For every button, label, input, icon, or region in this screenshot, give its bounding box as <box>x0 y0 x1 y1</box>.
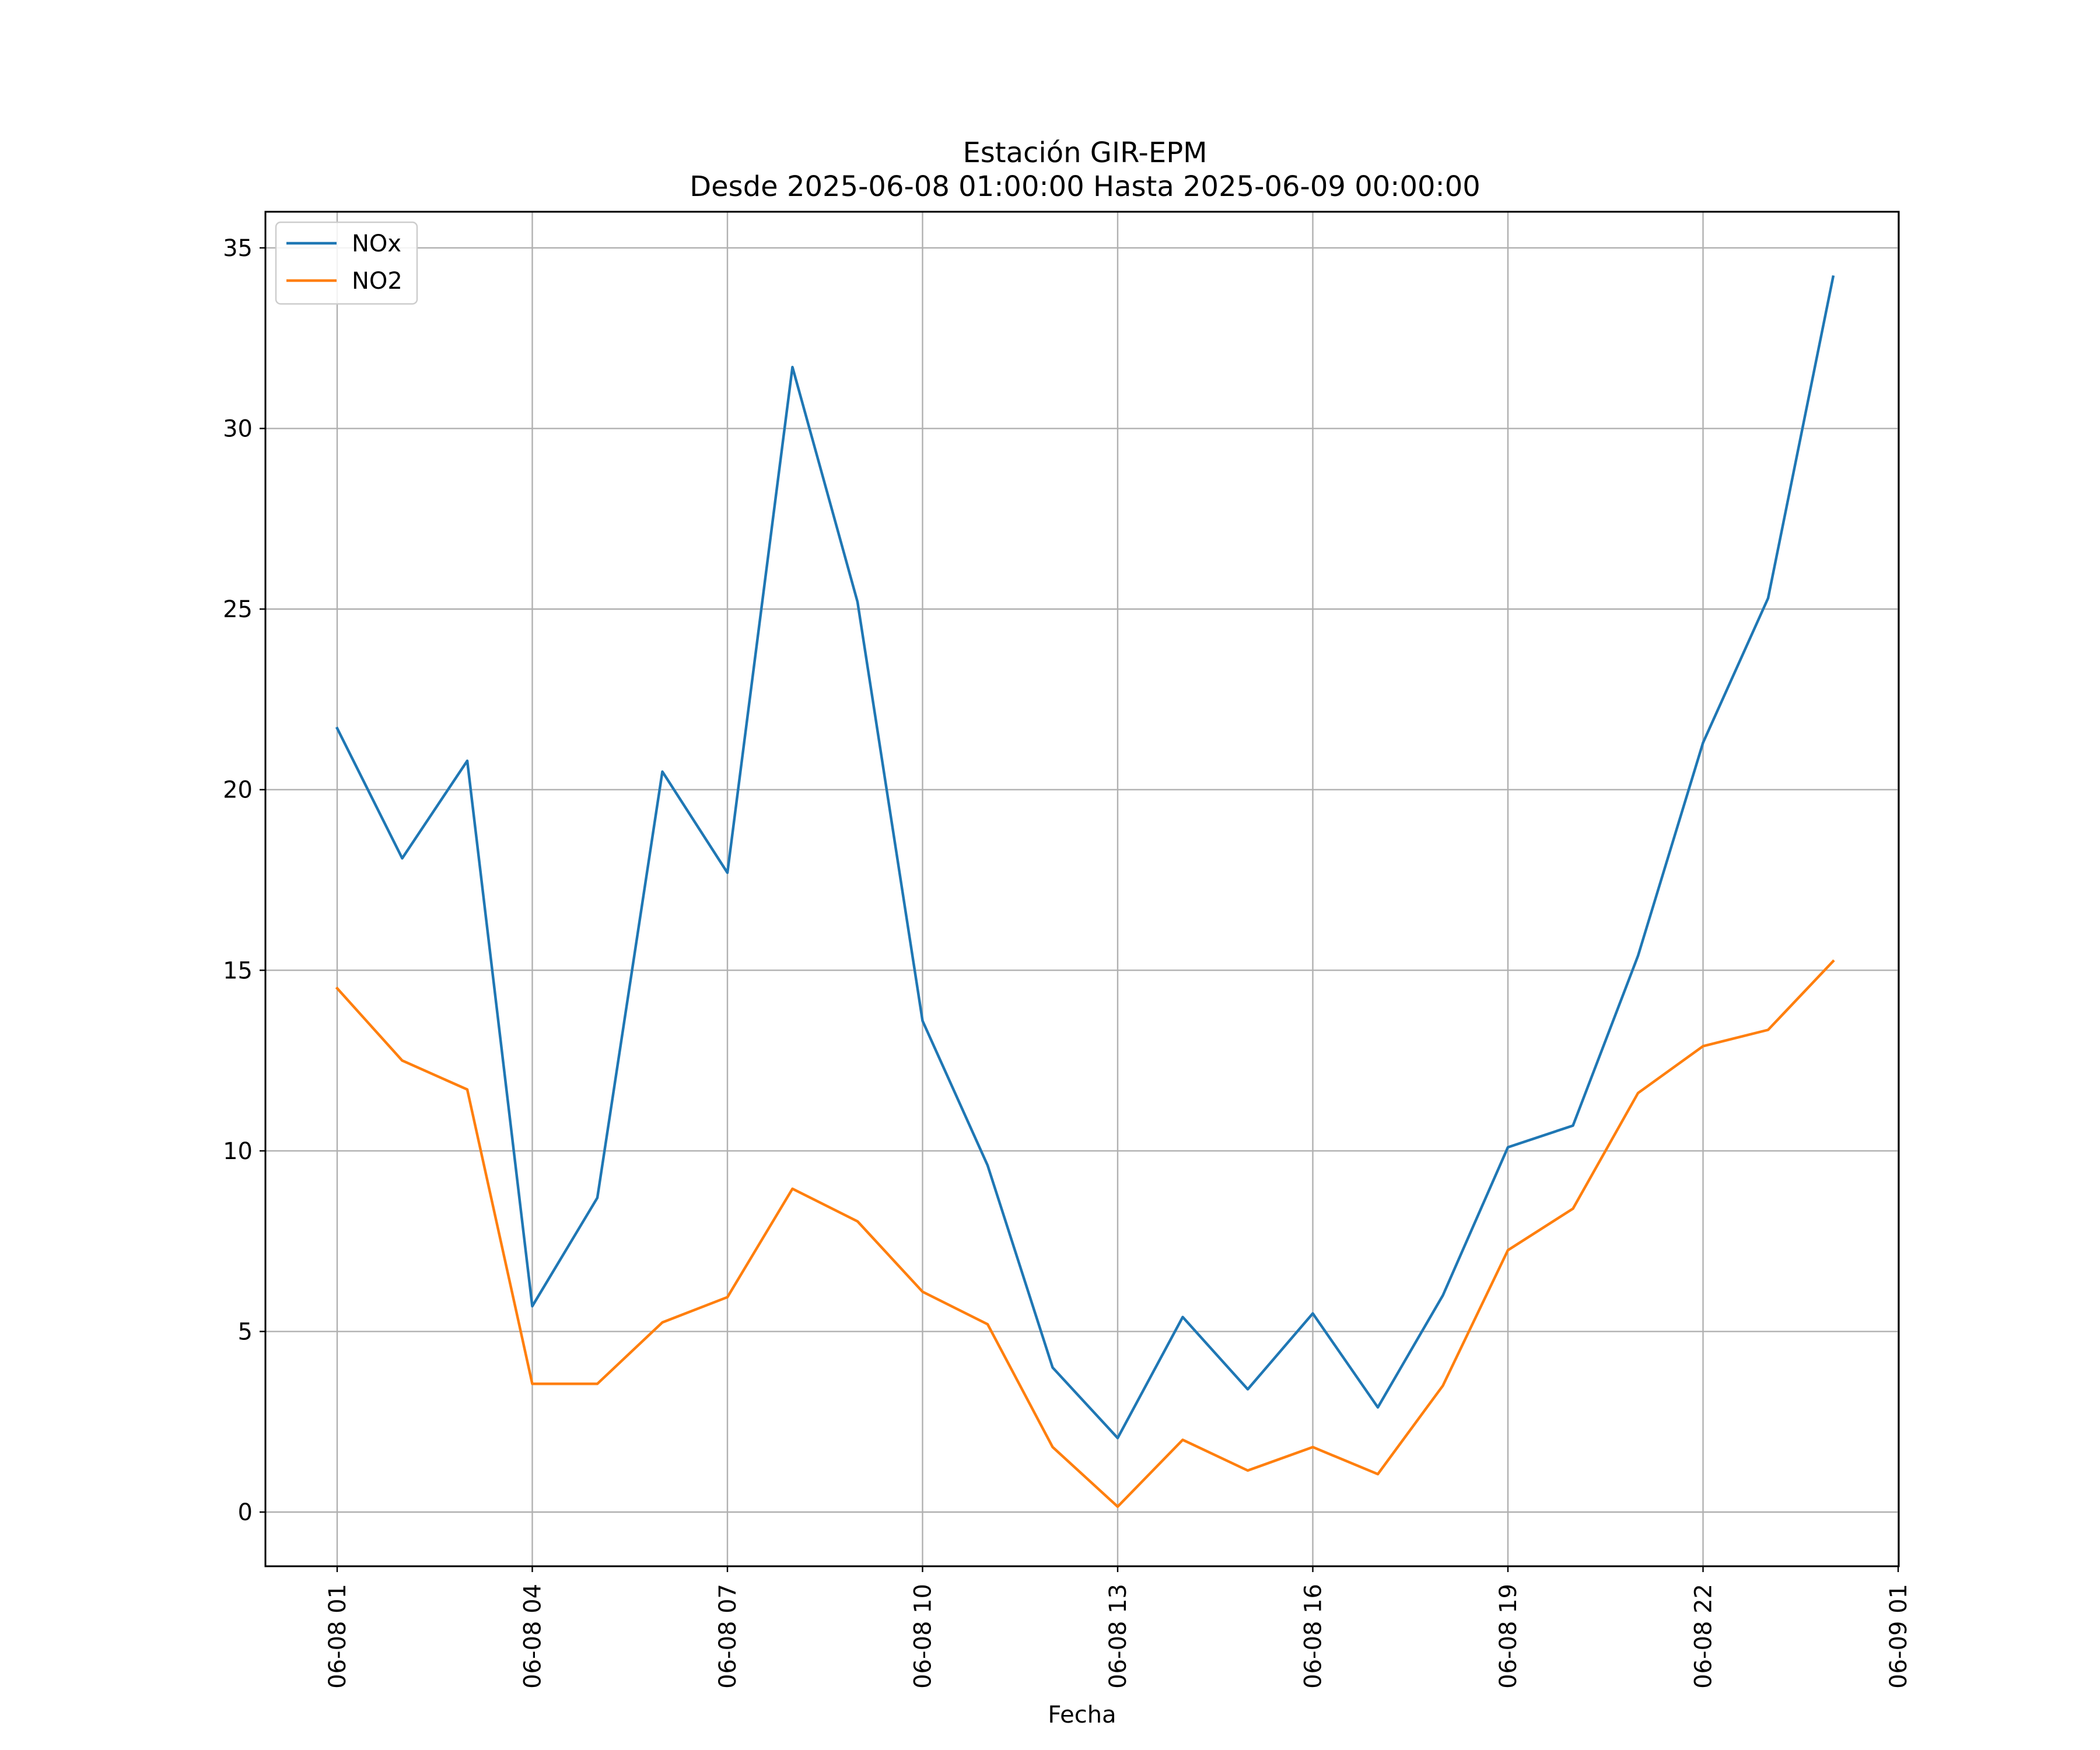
series-line-nox <box>335 275 1835 1440</box>
chart-title: Estación GIR-EPM <box>963 136 1207 169</box>
y-tick-label: 20 <box>223 777 253 804</box>
series-line-no2 <box>335 959 1835 1508</box>
x-axis-label: Fecha <box>1048 1702 1116 1728</box>
x-tick-label: 06-09 01 <box>1885 1584 1912 1689</box>
y-tick-label: 35 <box>223 235 253 262</box>
legend: NOx NO2 <box>275 221 418 305</box>
y-tick-label: 0 <box>238 1499 253 1526</box>
x-tick-label: 06-08 10 <box>910 1584 937 1689</box>
y-tick-label: 30 <box>223 416 253 443</box>
chart-subtitle: Desde 2025-06-08 01:00:00 Hasta 2025-06-… <box>690 170 1480 203</box>
x-tick-label: 06-08 22 <box>1690 1584 1717 1689</box>
legend-label: NO2 <box>352 268 402 295</box>
x-tick-label: 06-08 07 <box>715 1584 741 1689</box>
y-axis-ticks: 0 5 10 15 20 25 30 35 <box>223 235 265 1526</box>
y-tick-label: 10 <box>223 1138 253 1165</box>
y-tick-label: 25 <box>223 596 253 623</box>
x-tick-label: 06-08 16 <box>1300 1584 1327 1689</box>
grid-lines <box>265 212 1899 1566</box>
y-tick-label: 15 <box>223 957 253 984</box>
x-tick-label: 06-08 01 <box>324 1584 351 1689</box>
x-tick-label: 06-08 04 <box>520 1584 547 1689</box>
plot-frame <box>264 211 1900 1567</box>
x-tick-label: 06-08 13 <box>1105 1584 1132 1689</box>
y-tick-label: 5 <box>238 1319 253 1346</box>
x-tick-label: 06-08 19 <box>1495 1584 1522 1689</box>
series-lines <box>335 275 1835 1508</box>
x-axis-ticks: 06-08 01 06-08 04 06-08 07 06-08 10 06-08 13… <box>324 1566 1912 1689</box>
legend-label: NOx <box>352 230 401 257</box>
